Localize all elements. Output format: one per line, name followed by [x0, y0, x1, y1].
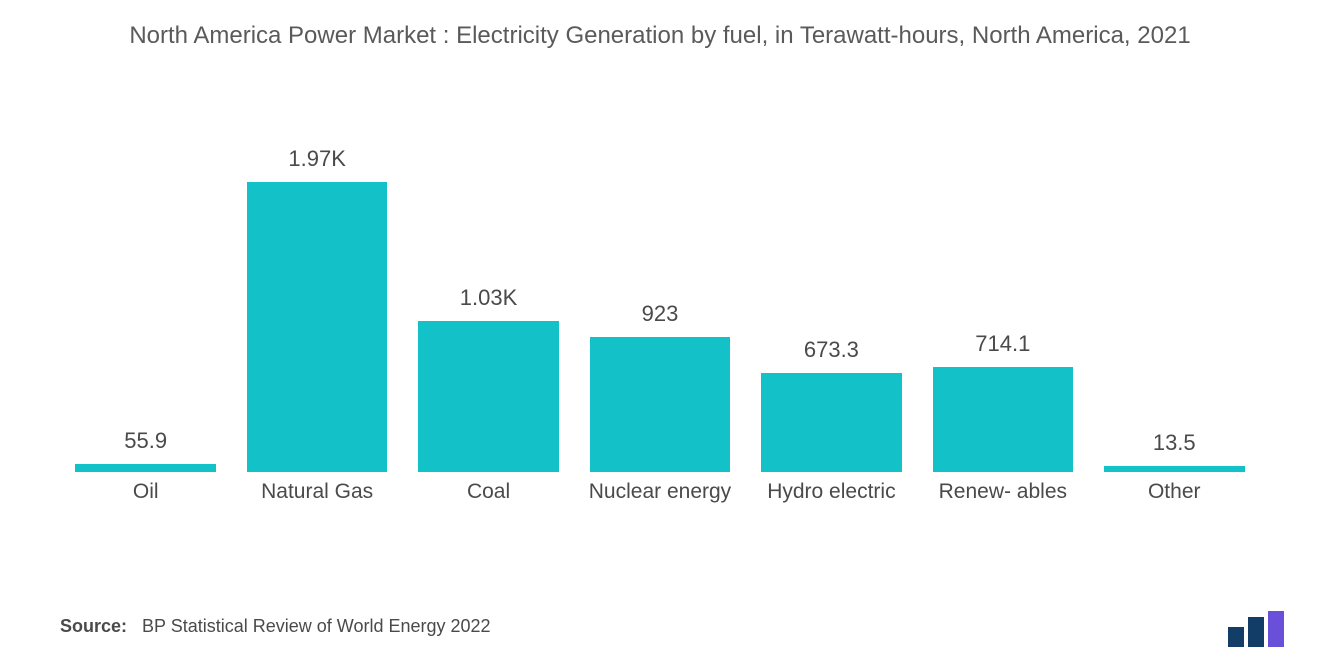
bar-column: 55.9 [60, 92, 231, 472]
logo-bar-2 [1248, 617, 1264, 647]
bar-column: 714.1 [917, 92, 1088, 472]
bar-value-label: 673.3 [804, 337, 859, 363]
bar [1104, 466, 1245, 472]
x-tick-label: Renew- ables [917, 478, 1088, 505]
bar [933, 367, 1074, 472]
x-axis: OilNatural GasCoalNuclear energyHydro el… [60, 478, 1260, 505]
logo-bar-1 [1228, 627, 1244, 647]
source-text: BP Statistical Review of World Energy 20… [142, 616, 491, 636]
bar-column: 1.97K [231, 92, 402, 472]
x-tick-label: Nuclear energy [574, 478, 745, 505]
bar [75, 464, 216, 472]
bar-column: 1.03K [403, 92, 574, 472]
bar-column: 673.3 [746, 92, 917, 472]
brand-logo-icon [1226, 611, 1290, 647]
bar-column: 923 [574, 92, 745, 472]
x-tick-label: Coal [403, 478, 574, 505]
bar-value-label: 55.9 [124, 428, 167, 454]
x-tick-label: Hydro electric [746, 478, 917, 505]
bar-value-label: 13.5 [1153, 430, 1196, 456]
bar-column: 13.5 [1089, 92, 1260, 472]
x-tick-label: Oil [60, 478, 231, 505]
bar-value-label: 1.03K [460, 285, 518, 311]
bar-value-label: 923 [642, 301, 679, 327]
bar [761, 373, 902, 472]
bar-value-label: 1.97K [288, 146, 346, 172]
x-tick-label: Natural Gas [231, 478, 402, 505]
bar [247, 182, 388, 472]
logo-bar-3 [1268, 611, 1284, 647]
bar-chart: 55.9 1.97K 1.03K 923 673.3 714.1 13.5 [60, 92, 1260, 472]
x-tick-label: Other [1089, 478, 1260, 505]
source-line: Source: BP Statistical Review of World E… [60, 616, 491, 637]
source-label: Source: [60, 616, 127, 636]
bar-value-label: 714.1 [975, 331, 1030, 357]
bar [418, 321, 559, 473]
chart-title: North America Power Market : Electricity… [0, 0, 1320, 52]
bar [590, 337, 731, 473]
